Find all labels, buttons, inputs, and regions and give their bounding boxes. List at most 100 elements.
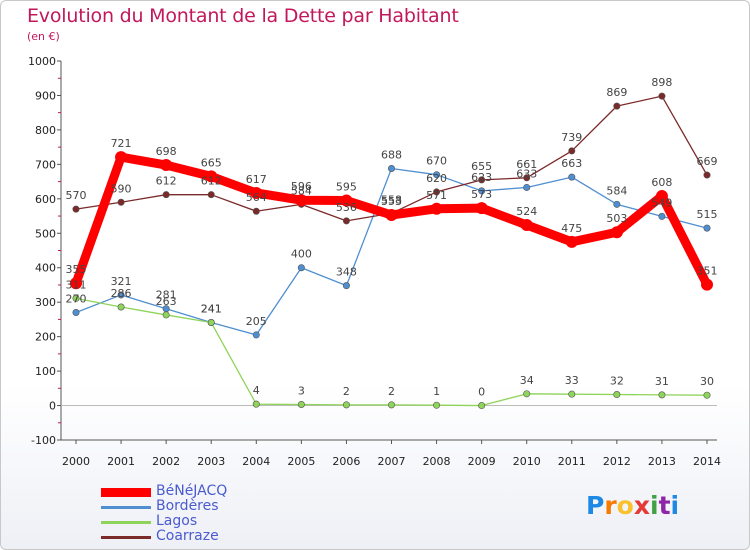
chart-title: Evolution du Montant de la Dette par Hab… bbox=[27, 5, 459, 27]
data-label: 573 bbox=[471, 188, 492, 201]
data-label: 549 bbox=[651, 196, 672, 209]
data-point bbox=[520, 219, 533, 232]
data-label: 536 bbox=[336, 201, 357, 214]
data-point bbox=[568, 390, 576, 398]
y-tick-label: 200 bbox=[35, 331, 56, 344]
logo-letter: P bbox=[586, 491, 605, 520]
data-label: 612 bbox=[201, 175, 222, 188]
data-label: 30 bbox=[700, 375, 714, 388]
data-label: 617 bbox=[246, 173, 267, 186]
logo-letter: t bbox=[658, 491, 671, 520]
x-tick-label: 2006 bbox=[332, 455, 360, 468]
data-label: 34 bbox=[520, 374, 534, 387]
data-point bbox=[430, 202, 443, 215]
x-tick-label: 2000 bbox=[62, 455, 90, 468]
legend-label: Lagos bbox=[156, 513, 198, 529]
data-point bbox=[703, 171, 711, 179]
data-point bbox=[523, 390, 531, 398]
data-point bbox=[565, 235, 578, 248]
data-label: 596 bbox=[291, 180, 312, 193]
data-label: 698 bbox=[156, 145, 177, 158]
data-label: 553 bbox=[381, 195, 402, 208]
data-label: 1 bbox=[433, 385, 440, 398]
data-point bbox=[387, 401, 395, 409]
data-point bbox=[613, 391, 621, 399]
x-tick-label: 2003 bbox=[197, 455, 225, 468]
data-point bbox=[117, 303, 125, 311]
x-tick-label: 2005 bbox=[287, 455, 315, 468]
data-label: 688 bbox=[381, 148, 402, 161]
data-label: 608 bbox=[651, 176, 672, 189]
x-tick-label: 2007 bbox=[378, 455, 406, 468]
data-point bbox=[295, 194, 308, 207]
logo-letter: i bbox=[670, 491, 680, 520]
data-label: 590 bbox=[111, 182, 132, 195]
data-point bbox=[478, 187, 486, 195]
logo-letter: i bbox=[650, 491, 659, 520]
y-tick-label: 700 bbox=[35, 158, 56, 171]
data-point bbox=[162, 191, 170, 199]
data-label: 263 bbox=[156, 295, 177, 308]
y-tick-label: 300 bbox=[35, 296, 56, 309]
x-tick-label: 2002 bbox=[152, 455, 180, 468]
data-label: 623 bbox=[471, 171, 492, 184]
data-label: 31 bbox=[655, 375, 669, 388]
y-tick-label: 600 bbox=[35, 193, 56, 206]
x-tick-label: 2013 bbox=[648, 455, 676, 468]
x-tick-label: 2014 bbox=[693, 455, 721, 468]
data-point bbox=[433, 401, 441, 409]
data-point bbox=[207, 191, 215, 199]
data-point bbox=[433, 188, 441, 196]
data-point bbox=[658, 212, 666, 220]
y-tick-label: 500 bbox=[35, 227, 56, 240]
data-label: 281 bbox=[156, 289, 177, 302]
data-label: 655 bbox=[471, 160, 492, 173]
data-point bbox=[250, 186, 263, 199]
x-tick-label: 2008 bbox=[423, 455, 451, 468]
data-label: 311 bbox=[66, 278, 87, 291]
data-label: 898 bbox=[651, 76, 672, 89]
data-label: 661 bbox=[516, 158, 537, 171]
y-tick-label: 800 bbox=[35, 124, 56, 137]
proxiti-logo: Proxiti bbox=[586, 491, 679, 520]
data-label: 515 bbox=[697, 208, 718, 221]
data-point bbox=[701, 278, 713, 291]
data-point bbox=[70, 277, 82, 290]
data-point bbox=[658, 391, 666, 399]
y-tick-label: 0 bbox=[49, 400, 56, 413]
data-point bbox=[613, 200, 621, 208]
data-label: 869 bbox=[606, 86, 627, 99]
line-chart: -100010020030040050060070080090010002000… bbox=[28, 55, 721, 468]
data-point bbox=[613, 102, 621, 110]
data-point bbox=[658, 92, 666, 100]
data-label: 612 bbox=[156, 175, 177, 188]
data-point bbox=[297, 264, 305, 272]
legend-swatch bbox=[101, 506, 151, 509]
data-label: 564 bbox=[246, 191, 267, 204]
data-point bbox=[655, 190, 668, 203]
data-point bbox=[207, 319, 215, 327]
data-point bbox=[252, 207, 260, 215]
data-point bbox=[205, 170, 218, 183]
data-point bbox=[387, 164, 395, 172]
data-point bbox=[385, 209, 398, 222]
data-point bbox=[342, 217, 350, 225]
data-label: 400 bbox=[291, 248, 312, 261]
data-point bbox=[703, 391, 711, 399]
y-tick-label: -100 bbox=[31, 434, 56, 447]
data-point bbox=[160, 159, 173, 172]
data-label: 503 bbox=[606, 212, 627, 225]
data-point bbox=[478, 402, 486, 410]
data-label: 524 bbox=[516, 205, 537, 218]
data-point bbox=[478, 176, 486, 184]
y-tick-label: 900 bbox=[35, 89, 56, 102]
data-label: 595 bbox=[336, 181, 357, 194]
data-label: 33 bbox=[565, 374, 579, 387]
data-point bbox=[252, 331, 260, 339]
data-point bbox=[72, 309, 80, 317]
data-point bbox=[568, 147, 576, 155]
legend-label: Bordères bbox=[156, 498, 219, 514]
data-label: 351 bbox=[697, 265, 718, 278]
data-point bbox=[115, 151, 128, 164]
